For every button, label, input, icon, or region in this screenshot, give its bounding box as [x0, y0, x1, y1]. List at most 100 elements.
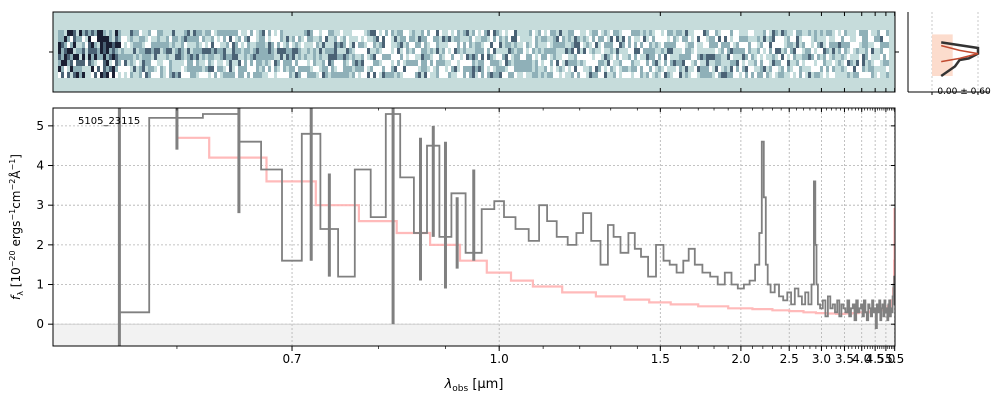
- two-d-spectrum-pixel: [508, 36, 511, 42]
- two-d-spectrum-pixel: [853, 72, 856, 78]
- two-d-spectrum-pixel: [442, 54, 445, 60]
- two-d-spectrum-pixel: [727, 54, 730, 60]
- two-d-spectrum-pixel: [424, 60, 427, 66]
- two-d-spectrum-pixel: [283, 42, 286, 48]
- two-d-spectrum-pixel: [235, 36, 238, 42]
- two-d-spectrum-pixel: [97, 54, 100, 60]
- two-d-spectrum-pixel: [748, 72, 751, 78]
- two-d-spectrum-pixel: [478, 60, 481, 66]
- two-d-spectrum-pixel: [856, 36, 859, 42]
- two-d-spectrum-pixel: [679, 72, 682, 78]
- two-d-spectrum-pixel: [409, 48, 412, 54]
- two-d-spectrum-pixel: [466, 30, 469, 36]
- two-d-spectrum-pixel: [349, 60, 352, 66]
- two-d-spectrum-pixel: [514, 42, 517, 48]
- two-d-spectrum-pixel: [526, 48, 529, 54]
- two-d-spectrum-pixel: [313, 66, 316, 72]
- two-d-spectrum-pixel: [466, 42, 469, 48]
- two-d-spectrum-pixel: [673, 42, 676, 48]
- two-d-spectrum-pixel: [733, 30, 736, 36]
- two-d-spectrum-pixel: [823, 30, 826, 36]
- two-d-spectrum-pixel: [166, 30, 169, 36]
- two-d-spectrum-pixel: [745, 54, 748, 60]
- two-d-spectrum-pixel: [646, 72, 649, 78]
- two-d-spectrum-pixel: [508, 66, 511, 72]
- two-d-spectrum-pixel: [829, 48, 832, 54]
- two-d-spectrum-pixel: [784, 30, 787, 36]
- two-d-spectrum-pixel: [775, 66, 778, 72]
- two-d-spectrum-pixel: [238, 72, 241, 78]
- two-d-spectrum-pixel: [406, 60, 409, 66]
- two-d-spectrum-pixel: [811, 60, 814, 66]
- two-d-spectrum-pixel: [778, 42, 781, 48]
- two-d-spectrum-pixel: [724, 60, 727, 66]
- two-d-spectrum-pixel: [307, 36, 310, 42]
- two-d-spectrum-pixel: [265, 66, 268, 72]
- two-d-spectrum-pixel: [595, 54, 598, 60]
- two-d-spectrum-pixel: [412, 30, 415, 36]
- two-d-spectrum-pixel: [103, 42, 106, 48]
- two-d-spectrum-pixel: [862, 42, 865, 48]
- two-d-spectrum-pixel: [469, 48, 472, 54]
- two-d-spectrum-pixel: [223, 72, 226, 78]
- two-d-spectrum-pixel: [601, 66, 604, 72]
- two-d-spectrum-pixel: [403, 42, 406, 48]
- two-d-spectrum-pixel: [400, 54, 403, 60]
- two-d-spectrum-pixel: [391, 54, 394, 60]
- two-d-spectrum-pixel: [472, 66, 475, 72]
- two-d-spectrum-pixel: [241, 30, 244, 36]
- two-d-spectrum-pixel: [496, 54, 499, 60]
- two-d-spectrum-pixel: [166, 60, 169, 66]
- two-d-spectrum-pixel: [730, 36, 733, 42]
- two-d-spectrum-pixel: [787, 42, 790, 48]
- two-d-spectrum-pixel: [163, 30, 166, 36]
- two-d-spectrum-pixel: [745, 36, 748, 42]
- two-d-spectrum-pixel: [829, 66, 832, 72]
- two-d-spectrum-pixel: [112, 30, 115, 36]
- two-d-spectrum-pixel: [472, 30, 475, 36]
- two-d-spectrum-pixel: [718, 72, 721, 78]
- two-d-spectrum-pixel: [304, 66, 307, 72]
- two-d-spectrum-pixel: [820, 72, 823, 78]
- two-d-spectrum-pixel: [373, 54, 376, 60]
- two-d-spectrum-pixel: [244, 60, 247, 66]
- two-d-spectrum-pixel: [466, 36, 469, 42]
- two-d-spectrum-pixel: [850, 30, 853, 36]
- two-d-spectrum-pixel: [547, 42, 550, 48]
- two-d-spectrum-pixel: [151, 36, 154, 42]
- two-d-spectrum-pixel: [565, 54, 568, 60]
- two-d-spectrum-pixel: [712, 42, 715, 48]
- two-d-spectrum-pixel: [478, 66, 481, 72]
- two-d-spectrum-pixel: [844, 30, 847, 36]
- two-d-spectrum-pixel: [334, 72, 337, 78]
- two-d-spectrum-pixel: [562, 72, 565, 78]
- x-tick-label: 3.5: [835, 352, 854, 366]
- two-d-spectrum-pixel: [331, 60, 334, 66]
- two-d-spectrum-pixel: [454, 72, 457, 78]
- two-d-spectrum-pixel: [793, 66, 796, 72]
- two-d-spectrum-pixel: [73, 66, 76, 72]
- two-d-spectrum-pixel: [601, 36, 604, 42]
- two-d-spectrum-pixel: [574, 30, 577, 36]
- two-d-spectrum-pixel: [307, 60, 310, 66]
- two-d-spectrum-pixel: [766, 30, 769, 36]
- two-d-spectrum-pixel: [193, 30, 196, 36]
- two-d-spectrum-pixel: [664, 54, 667, 60]
- two-d-spectrum-pixel: [583, 72, 586, 78]
- two-d-spectrum-pixel: [727, 42, 730, 48]
- two-d-spectrum-pixel: [373, 48, 376, 54]
- two-d-spectrum-pixel: [772, 66, 775, 72]
- two-d-spectrum-pixel: [802, 72, 805, 78]
- two-d-spectrum-pixel: [433, 36, 436, 42]
- two-d-spectrum-pixel: [652, 72, 655, 78]
- two-d-spectrum-pixel: [589, 30, 592, 36]
- two-d-spectrum-pixel: [565, 42, 568, 48]
- two-d-spectrum-pixel: [844, 60, 847, 66]
- two-d-spectrum-pixel: [193, 48, 196, 54]
- two-d-spectrum-pixel: [814, 48, 817, 54]
- two-d-spectrum-pixel: [112, 60, 115, 66]
- two-d-spectrum-pixel: [718, 30, 721, 36]
- two-d-spectrum-pixel: [517, 42, 520, 48]
- two-d-spectrum-pixel: [598, 60, 601, 66]
- two-d-spectrum-pixel: [541, 60, 544, 66]
